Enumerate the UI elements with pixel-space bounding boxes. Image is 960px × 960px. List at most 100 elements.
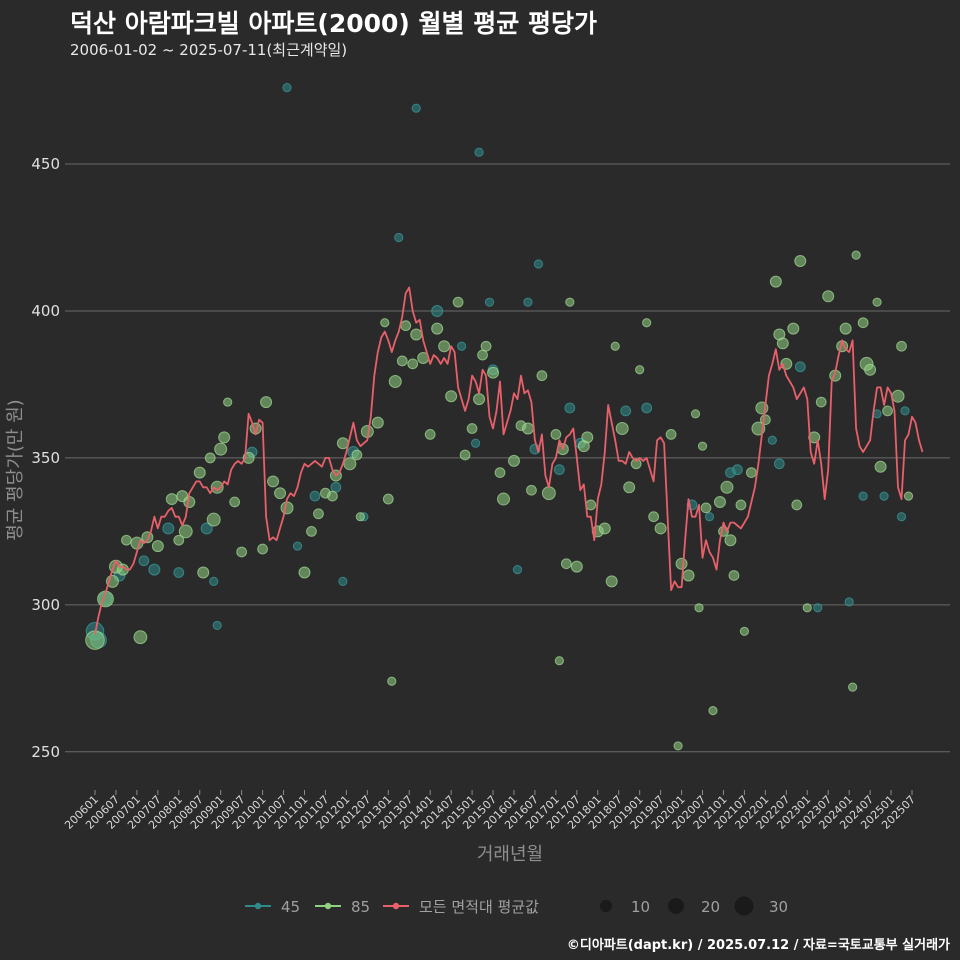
point-85 <box>298 566 311 579</box>
point-85 <box>585 499 597 511</box>
point-85 <box>204 452 216 464</box>
y-tick-label: 400 <box>31 302 60 320</box>
point-85 <box>724 534 737 547</box>
point-45 <box>704 512 715 522</box>
point-85 <box>654 522 667 535</box>
y-tick-label: 300 <box>31 596 60 614</box>
point-85 <box>623 481 636 494</box>
point-45 <box>858 491 868 501</box>
point-85 <box>193 466 206 479</box>
legend-size-label: 10 <box>631 898 650 916</box>
point-85 <box>896 340 907 352</box>
point-45 <box>411 103 421 113</box>
point-45 <box>138 555 150 567</box>
point-85 <box>355 512 365 522</box>
point-85 <box>459 449 471 461</box>
point-85 <box>708 706 718 716</box>
point-85 <box>424 429 436 440</box>
point-85 <box>851 250 861 260</box>
point-85 <box>223 397 233 407</box>
chart-subtitle: 2006-01-02 ~ 2025-07-11(최근계약일) <box>70 41 348 59</box>
point-45 <box>309 490 321 502</box>
point-85 <box>700 502 712 514</box>
point-45 <box>767 435 777 445</box>
mean-line <box>94 286 924 635</box>
scatter-points <box>85 83 914 751</box>
point-85 <box>610 341 620 351</box>
point-85 <box>536 370 548 382</box>
point-85 <box>400 320 412 332</box>
point-85 <box>848 682 858 692</box>
point-45 <box>200 522 213 535</box>
point-85 <box>874 460 887 473</box>
point-85 <box>787 322 800 335</box>
mean-line-layer <box>94 286 924 635</box>
point-45 <box>431 304 444 317</box>
point-45 <box>470 438 481 448</box>
point-85 <box>682 569 695 582</box>
point-45 <box>641 402 653 414</box>
point-85 <box>713 496 726 508</box>
point-85 <box>313 508 324 520</box>
y-tick-labels: 250 300 350 400 450 <box>31 155 60 761</box>
point-85 <box>133 630 148 645</box>
legend-label: 모든 면적대 평균값 <box>419 898 539 916</box>
point-45 <box>794 361 806 373</box>
point-45 <box>533 259 544 269</box>
point-85 <box>210 480 224 494</box>
point-85 <box>697 441 708 451</box>
point-85 <box>581 431 594 444</box>
point-85 <box>473 393 486 406</box>
point-85 <box>480 340 492 352</box>
point-85 <box>630 458 642 470</box>
point-85 <box>735 499 747 511</box>
point-85 <box>565 297 575 307</box>
point-45 <box>553 464 565 476</box>
point-45 <box>512 564 523 575</box>
point-45 <box>212 620 222 631</box>
point-85 <box>396 355 408 367</box>
point-45 <box>813 603 823 613</box>
point-85 <box>173 534 185 546</box>
point-85 <box>521 422 534 435</box>
chart-title: 덕산 아람파크빌 아파트(2000) 월별 평균 평당가 <box>70 9 597 38</box>
point-45 <box>474 147 484 157</box>
point-85 <box>690 409 701 419</box>
point-85 <box>214 442 228 456</box>
point-85 <box>497 492 510 506</box>
point-85 <box>494 467 506 478</box>
point-85 <box>839 322 852 335</box>
point-85 <box>882 405 893 417</box>
point-45 <box>457 341 467 351</box>
point-85 <box>178 524 193 539</box>
point-85 <box>197 566 210 579</box>
legend-size-label: 30 <box>769 898 788 916</box>
point-45 <box>338 576 348 586</box>
point-85 <box>327 490 338 502</box>
point-85 <box>739 626 750 636</box>
point-85 <box>526 484 537 496</box>
point-85 <box>554 656 564 666</box>
point-45 <box>844 597 854 607</box>
source-caption: ©디아파트(dapt.kr) / 2025.07.12 / 자료=국토교통부 실… <box>566 938 950 953</box>
point-85 <box>776 337 789 350</box>
point-85 <box>343 457 357 471</box>
point-85 <box>229 496 241 508</box>
point-85 <box>466 423 478 434</box>
point-85 <box>280 501 294 515</box>
point-85 <box>872 297 882 307</box>
point-45 <box>620 405 632 417</box>
legend-label: 45 <box>281 898 300 916</box>
legend: 45 85 모든 면적대 평균값 10 20 30 <box>245 896 788 916</box>
legend-size-circle <box>667 897 685 915</box>
point-85 <box>728 570 740 581</box>
point-45 <box>484 297 495 307</box>
point-85 <box>306 526 317 537</box>
point-85 <box>371 416 384 429</box>
point-85 <box>864 363 877 376</box>
legend-swatch-dot <box>254 902 262 910</box>
point-85 <box>759 414 771 426</box>
point-45 <box>209 576 219 586</box>
point-85 <box>487 366 500 379</box>
